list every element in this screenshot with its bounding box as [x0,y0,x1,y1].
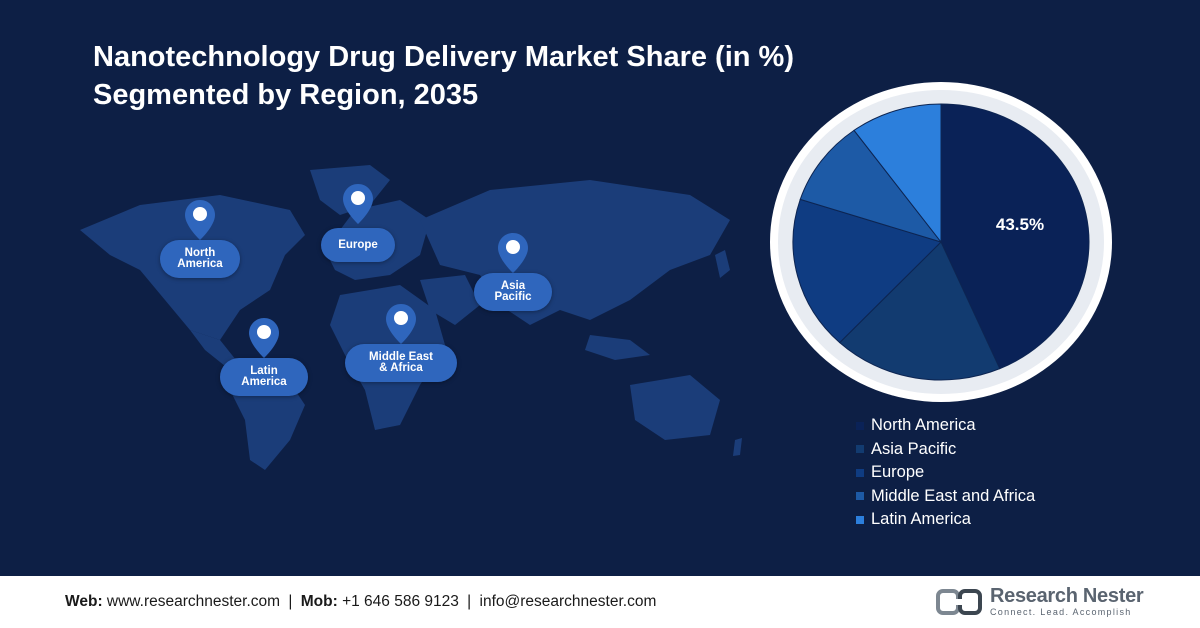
pin-latin-america: Latin America [220,318,308,398]
pin-north-america: North America [160,200,240,280]
map-label-latin-america: Latin America [220,358,308,396]
location-pin-icon [249,318,279,358]
pin-europe: Europe [321,184,395,264]
logo-name: Research Nester [990,585,1144,607]
footer-separator: | [288,593,293,610]
map-middle-east [420,275,480,325]
map-se-asia [585,335,650,360]
pin-middle-east-africa: Middle East & Africa [345,304,457,384]
map-label-middle-east-africa: Middle East & Africa [345,344,457,382]
phone-number[interactable]: +1 646 586 9123 [342,593,459,610]
legend-item: Asia Pacific [856,438,1035,462]
legend-swatch [856,492,864,501]
map-japan [715,250,730,278]
web-label: Web: [65,593,103,610]
pie-slice-label-north-america: 43.5% [996,215,1044,234]
legend-swatch [856,515,864,524]
map-label-europe: Europe [321,228,395,262]
research-nester-logo: Research Nester Connect. Lead. Accomplis… [936,585,1144,617]
title-line-2: Segmented by Region, 2035 [93,79,479,111]
pie-slice-asia-pacific [838,241,1001,381]
web-link[interactable]: www.researchnester.com [106,593,281,610]
logo-tagline: Connect. Lead. Accomplish [990,607,1132,617]
legend-swatch [856,445,864,454]
legend-label: Europe [871,463,925,482]
map-central-america [190,330,240,370]
legend-item: Middle East and Africa [856,485,1035,509]
map-new-zealand [733,438,742,456]
map-label-asia-pacific: Asia Pacific [474,273,552,311]
pie-slice-latin-america [853,103,942,244]
location-pin-icon [343,184,373,224]
location-pin-icon [386,304,416,344]
legend-label: Latin America [871,510,971,529]
mob-label: Mob: [300,593,338,610]
pie-slice-europe [792,198,942,344]
pin-asia-pacific: Asia Pacific [474,233,552,313]
chart-title: Nanotechnology Drug Delivery Market Shar… [93,38,794,114]
location-pin-icon [498,233,528,273]
legend-item: Latin America [856,508,1035,532]
legend-label: Middle East and Africa [871,486,1036,505]
legend-item: Europe [856,461,1035,485]
pie-slice-middle-east-and-africa [799,129,943,243]
legend-swatch [856,468,864,477]
pie-slices [792,103,1090,381]
legend-label: North America [871,416,976,435]
title-line-1: Nanotechnology Drug Delivery Market Shar… [93,41,794,73]
legend-swatch [856,421,864,430]
pie-chart: 43.5% [770,82,1112,402]
footer-separator: | [467,593,472,610]
logo-text: Research Nester Connect. Lead. Accomplis… [990,585,1144,617]
footer-contact: Web: www.researchnester.com | Mob: +1 64… [65,593,656,611]
location-pin-icon [185,200,215,240]
email-link[interactable]: info@researchnester.com [479,593,657,610]
legend-item: North America [856,414,1035,438]
map-label-north-america: North America [160,240,240,278]
pie-slice-north-america [940,103,1090,370]
map-australia [630,375,720,440]
footer: Web: www.researchnester.com | Mob: +1 64… [0,576,1200,628]
chart-legend: North America Asia Pacific Europe Middle Ea… [856,414,1035,532]
research-nester-logo-icon [936,588,982,615]
legend-label: Asia Pacific [871,439,957,458]
